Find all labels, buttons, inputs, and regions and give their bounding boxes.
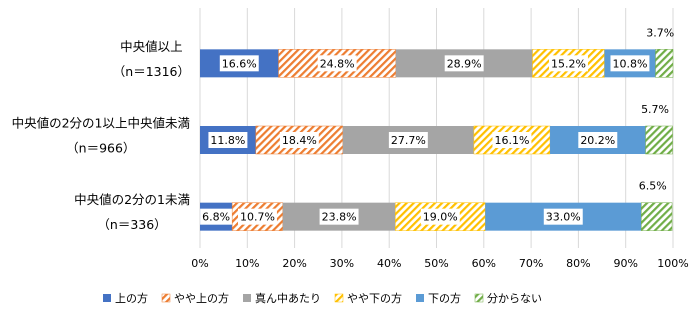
data-label-box xyxy=(237,208,277,225)
data-label-group: 27.7% xyxy=(388,132,428,148)
data-label-group: 16.1% xyxy=(492,132,532,148)
data-label-group: 20.2% xyxy=(578,132,618,148)
legend-label: やや上の方 xyxy=(174,291,229,305)
data-label-group: 19.0% xyxy=(420,208,460,225)
data-label: 18.4% xyxy=(282,134,317,147)
bar-segment xyxy=(641,202,673,231)
data-label: 28.9% xyxy=(447,57,482,70)
category-label: 中央値の2分の1以上中央値未満 xyxy=(12,116,190,131)
data-label-group: 6.8% xyxy=(200,208,233,225)
data-label-box xyxy=(578,132,618,148)
data-label-group: 10.8% xyxy=(610,55,650,72)
data-label-box xyxy=(279,132,319,148)
x-tick-label: 20% xyxy=(282,257,306,270)
data-label: 6.8% xyxy=(202,211,230,224)
data-label-box xyxy=(543,208,583,225)
data-label-box xyxy=(492,132,532,148)
data-label: 24.8% xyxy=(320,57,355,70)
data-label: 16.6% xyxy=(222,57,257,70)
data-label: 3.7% xyxy=(646,26,674,39)
legend-label: 下の方 xyxy=(428,291,461,305)
category-label: （n＝966） xyxy=(66,141,135,156)
category-label: 中央値以上 xyxy=(120,39,183,54)
category-label: （n＝1316） xyxy=(113,64,190,79)
data-label: 19.0% xyxy=(423,211,458,224)
data-label-group: 18.4% xyxy=(279,132,319,148)
data-label: 23.8% xyxy=(322,211,357,224)
data-label-group: 10.7% xyxy=(237,208,277,225)
category-label: 中央値の2分の1未満 xyxy=(74,192,190,207)
data-label: 10.8% xyxy=(612,57,647,70)
bar-segment xyxy=(655,49,674,78)
data-label-box xyxy=(388,132,428,148)
data-label-box xyxy=(317,55,357,72)
x-tick-label: 30% xyxy=(330,257,354,270)
data-label: 20.2% xyxy=(580,134,615,147)
data-label-box xyxy=(200,208,233,225)
x-tick-label: 80% xyxy=(566,257,590,270)
data-label-box xyxy=(319,208,359,225)
category-label: （n＝336） xyxy=(97,217,166,232)
x-tick-label: 40% xyxy=(377,257,401,270)
legend-swatch xyxy=(243,294,251,302)
data-label-group: 23.8% xyxy=(319,208,359,225)
legend-label: 分からない xyxy=(487,292,542,305)
data-label: 15.2% xyxy=(551,57,586,70)
legend-swatch xyxy=(161,293,171,303)
legend-swatch xyxy=(334,293,344,303)
x-tick-label: 60% xyxy=(472,257,496,270)
x-tick-label: 10% xyxy=(235,257,259,270)
data-label-group: 15.2% xyxy=(548,55,588,72)
data-label-group: 33.0% xyxy=(543,208,583,225)
data-label: 33.0% xyxy=(546,211,581,224)
data-label-group: 16.6% xyxy=(219,55,259,72)
data-label-box xyxy=(219,55,259,72)
legend-label: 真ん中あたり xyxy=(255,291,321,305)
data-label-box xyxy=(444,55,484,72)
bar-segment xyxy=(532,49,605,78)
data-label-box xyxy=(610,55,650,72)
data-label: 27.7% xyxy=(391,134,426,147)
bar-segment xyxy=(645,125,673,155)
legend-label: 上の方 xyxy=(115,291,148,305)
legend-swatch xyxy=(416,294,424,302)
x-tick-label: 70% xyxy=(519,257,543,270)
x-tick-label: 90% xyxy=(613,257,637,270)
data-label: 11.8% xyxy=(210,134,245,147)
data-label-group: 11.8% xyxy=(208,132,248,148)
legend-swatch xyxy=(474,293,484,303)
data-label-group: 28.9% xyxy=(444,55,484,72)
x-tick-label: 100% xyxy=(657,257,688,270)
x-tick-label: 0% xyxy=(191,257,208,270)
data-label-box xyxy=(548,55,588,72)
legend-label: やや下の方 xyxy=(347,291,402,305)
x-tick-label: 50% xyxy=(424,257,448,270)
data-label: 10.7% xyxy=(240,211,275,224)
data-label: 16.1% xyxy=(494,134,529,147)
data-label-group: 24.8% xyxy=(317,55,357,72)
data-label: 6.5% xyxy=(639,180,667,193)
legend-swatch xyxy=(103,294,111,302)
data-label-box xyxy=(208,132,248,148)
data-label: 5.7% xyxy=(641,103,669,116)
data-label-box xyxy=(420,208,460,225)
